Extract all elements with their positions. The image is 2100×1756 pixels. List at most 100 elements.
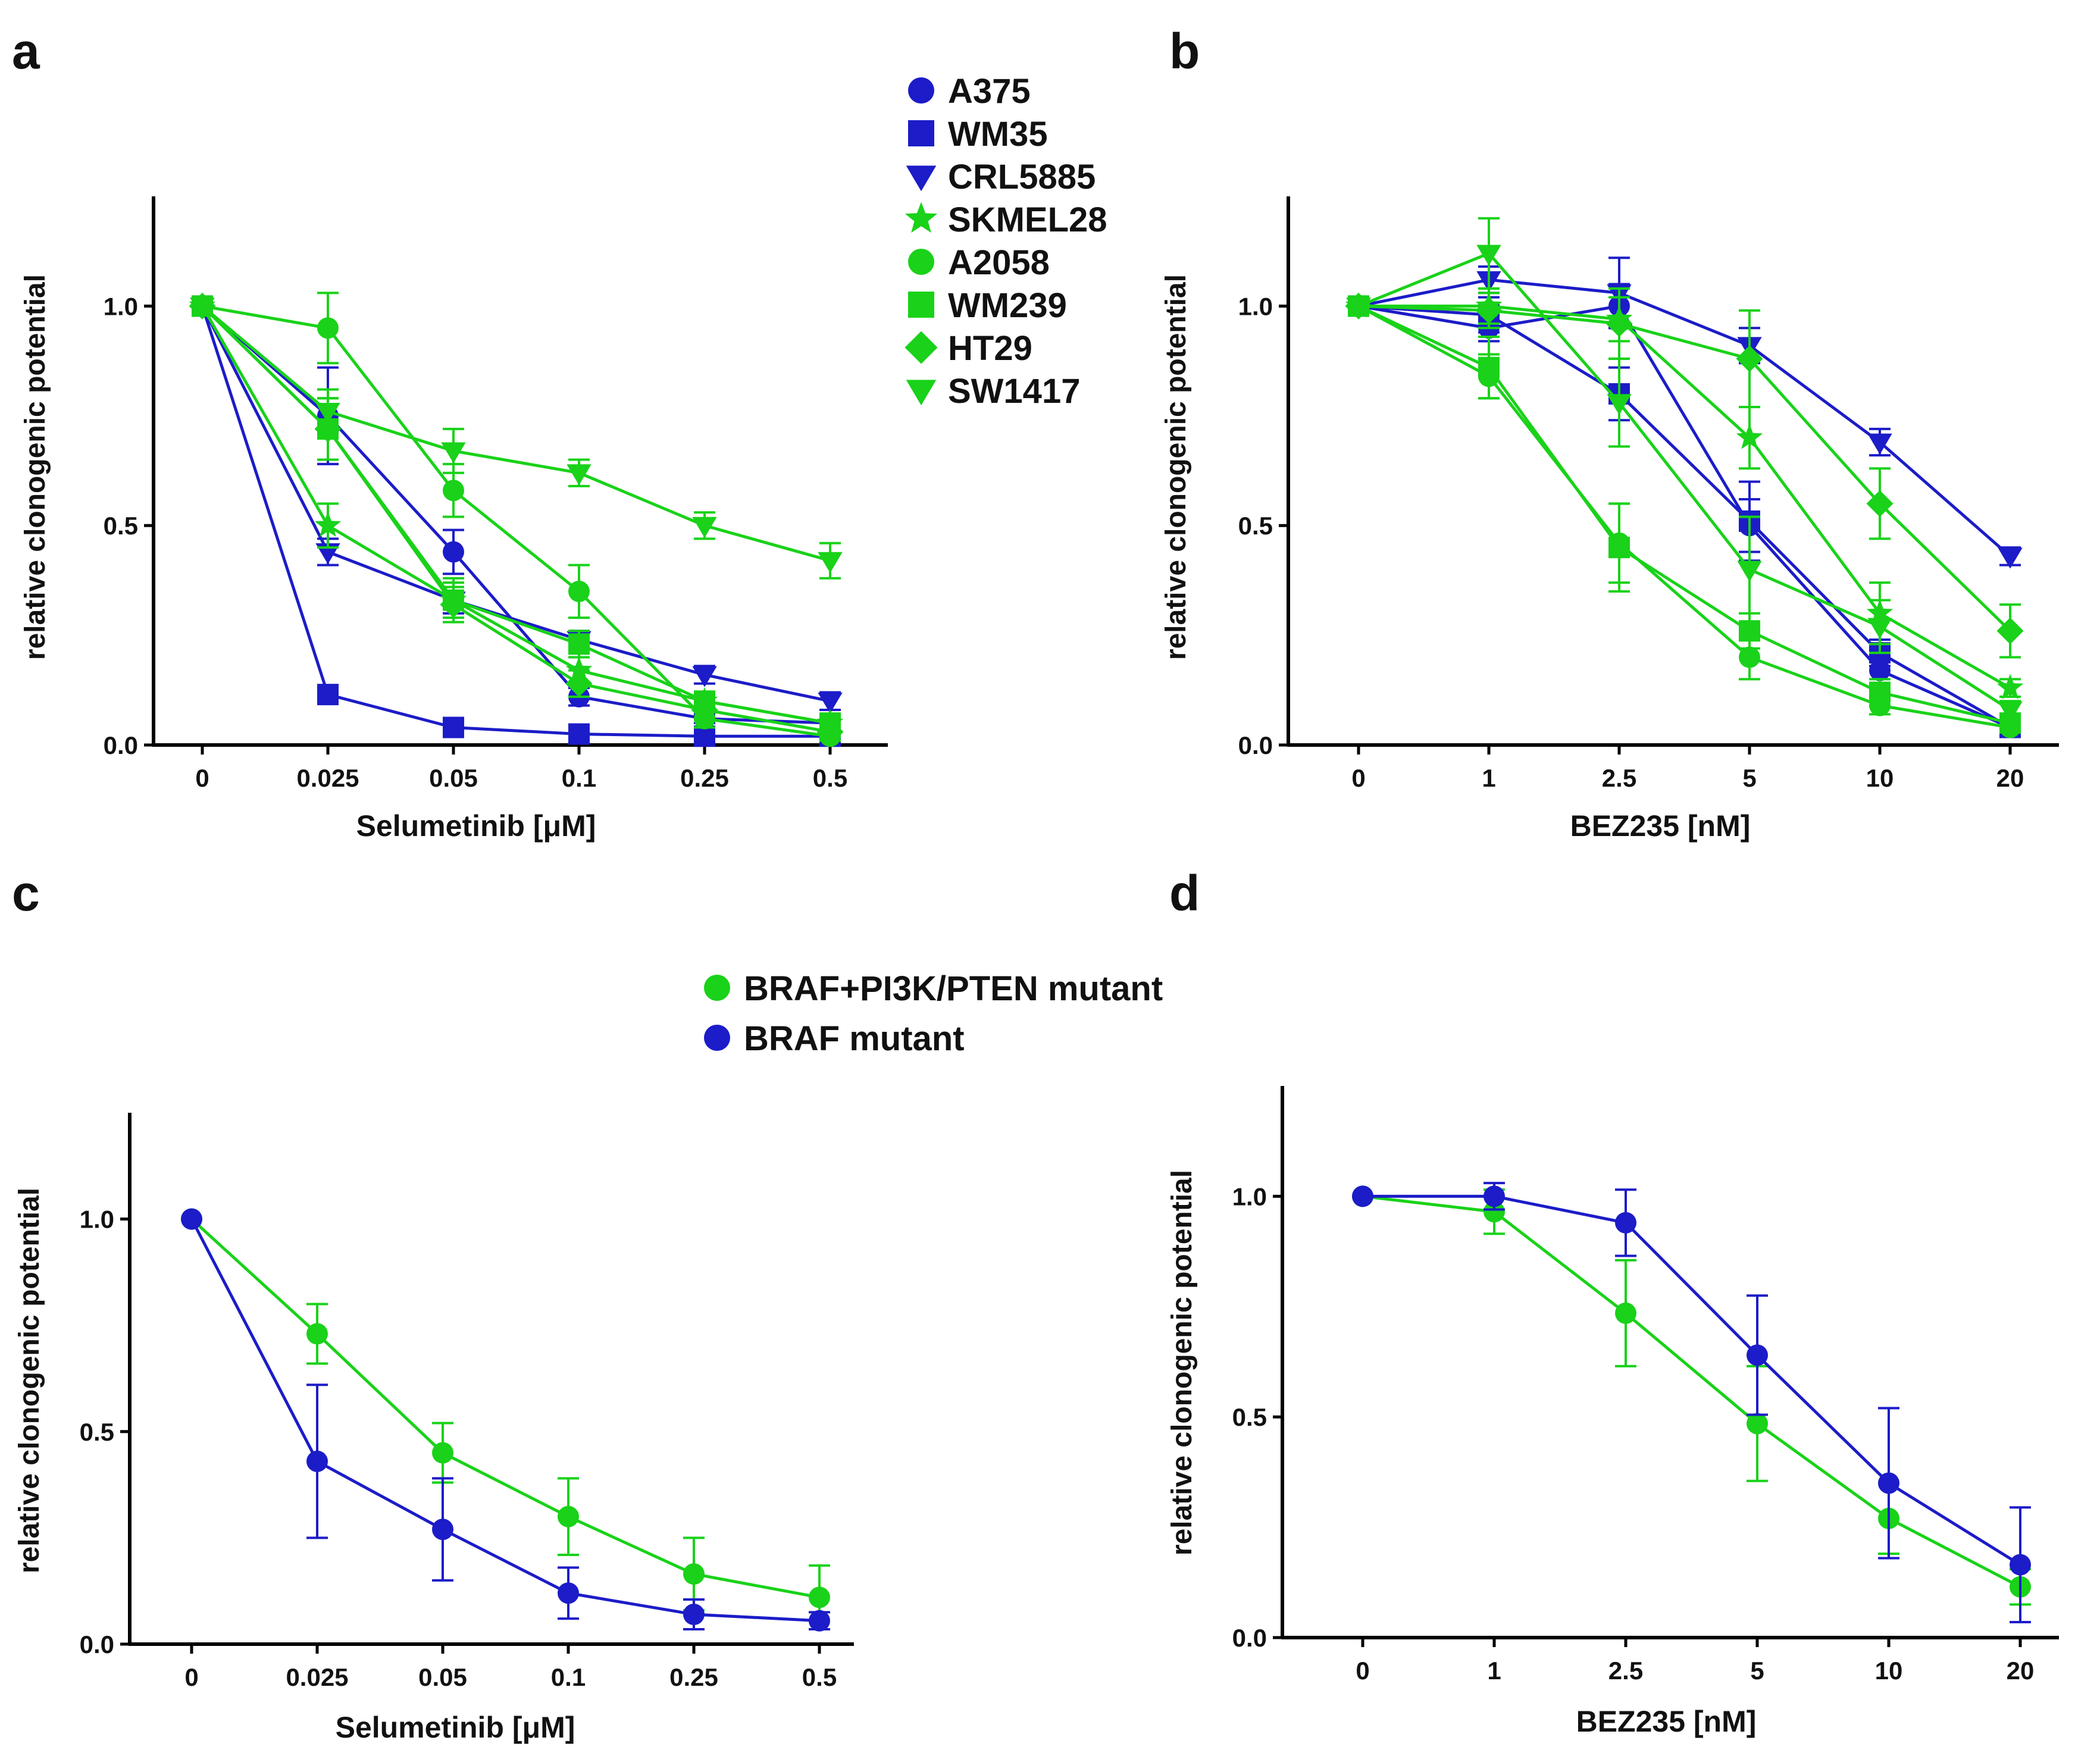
data-point	[692, 666, 717, 687]
data-point	[683, 1563, 705, 1585]
data-point	[1478, 356, 1500, 378]
series-line	[202, 304, 831, 738]
data-point	[567, 464, 591, 486]
legend-label: BRAF+PI3K/PTEN mutant	[744, 969, 1163, 1008]
data-point	[1608, 537, 1630, 559]
legend-marker	[906, 380, 937, 406]
legend-marker	[908, 292, 934, 318]
series-line	[201, 305, 830, 738]
y-axis-title: relative clonogenic potential	[20, 274, 51, 660]
data-point	[317, 317, 339, 339]
data-point	[1475, 297, 1503, 324]
series-line	[201, 305, 831, 725]
x-tick-label: 0	[1351, 764, 1365, 792]
x-tick-label: 10	[1866, 764, 1894, 792]
data-point	[818, 552, 843, 573]
data-point	[1736, 424, 1763, 449]
series-line	[1357, 305, 2011, 729]
x-tick-label: 1	[1482, 764, 1495, 792]
x-tick-label: 0.025	[296, 764, 359, 792]
x-tick-label: 0.05	[418, 1663, 467, 1691]
series-wm35	[192, 295, 841, 747]
chart-panel-c: 0.0 0.5 1.0 0 0.025 0.05 0.1 0.25 0.5 relative cl…	[14, 1113, 854, 1744]
legend-label: A375	[948, 72, 1031, 111]
data-point	[1484, 1185, 1505, 1207]
legend-label: WM35	[948, 115, 1048, 154]
data-point	[1747, 1413, 1768, 1435]
data-point	[1736, 345, 1763, 373]
x-tick-label: 0	[184, 1663, 198, 1691]
series-a375	[192, 295, 841, 734]
series-skmel28	[189, 292, 844, 735]
series-line	[201, 305, 831, 725]
series-line	[1358, 278, 2011, 558]
series-a2058	[192, 292, 841, 747]
series-line	[201, 305, 831, 725]
legend-label: HT29	[948, 329, 1032, 368]
legend-marker	[905, 331, 938, 364]
legend-label: WM239	[948, 286, 1067, 325]
legend-marker	[704, 1025, 730, 1051]
series-skmel28	[1345, 287, 2024, 700]
data-point	[190, 298, 215, 319]
legend-label: SKMEL28	[948, 201, 1107, 239]
series-braf-pi3k-pten-mutant	[1352, 1185, 2031, 1606]
data-point	[1739, 646, 1760, 668]
legend-marker	[908, 249, 934, 275]
y-tick-label: 0.0	[1238, 731, 1273, 759]
data-point	[317, 684, 339, 706]
data-point	[809, 1586, 830, 1608]
x-tick-label: 0.5	[813, 764, 847, 792]
y-tick-label: 0.5	[1238, 512, 1273, 540]
x-tick-label: 0	[195, 764, 209, 792]
series-line	[190, 1217, 820, 1599]
data-point	[1476, 245, 1501, 266]
x-tick-label: 5	[1742, 764, 1756, 792]
series-line	[201, 305, 831, 562]
series-line	[1358, 304, 2011, 729]
data-point	[1737, 561, 1762, 582]
data-point	[1867, 433, 1892, 455]
x-tick-label: 10	[1875, 1657, 1903, 1685]
x-tick-label: 0.05	[429, 764, 478, 792]
series-wm35	[1348, 295, 2021, 738]
series-a375	[1348, 283, 2021, 738]
series-ht29	[189, 292, 844, 746]
data-point	[443, 716, 464, 738]
series-line	[1358, 304, 2011, 633]
data-point	[558, 1582, 579, 1604]
data-point	[691, 696, 718, 724]
x-tick-label: 0.25	[680, 764, 729, 792]
panel-label-b: b	[1169, 23, 1200, 79]
data-point	[565, 670, 593, 697]
data-point	[816, 718, 844, 746]
series-line	[1362, 1194, 2021, 1588]
data-point	[1484, 1201, 1505, 1223]
x-tick-label: 0.5	[802, 1663, 837, 1691]
data-point	[568, 580, 590, 602]
data-point	[1605, 310, 1633, 337]
series-wm239	[192, 295, 841, 734]
legend-marker	[704, 975, 730, 1001]
series-line	[1358, 304, 2011, 729]
data-point	[1869, 681, 1891, 703]
data-point	[306, 1450, 328, 1472]
data-point	[558, 1505, 579, 1527]
x-tick-label: 1	[1487, 1657, 1501, 1685]
x-tick-label: 0.25	[669, 1663, 718, 1691]
data-point	[683, 1603, 705, 1625]
data-point	[1867, 618, 1892, 639]
legend-mutation-groups: BRAF+PI3K/PTEN mutant BRAF mutant	[704, 969, 1163, 1058]
data-point	[2010, 1554, 2031, 1576]
data-point	[692, 517, 717, 538]
data-point	[1996, 674, 2024, 700]
series-sw1417	[190, 298, 843, 580]
series-line	[190, 1218, 820, 1623]
x-tick-label: 0.025	[286, 1663, 348, 1691]
data-point	[441, 442, 466, 464]
x-tick-label: 2.5	[1608, 1657, 1643, 1685]
legend-label: BRAF mutant	[744, 1019, 965, 1058]
x-axis-title: BEZ235 [nM]	[1570, 809, 1751, 843]
legend-marker	[908, 120, 934, 146]
y-tick-label: 0.0	[1232, 1624, 1267, 1652]
